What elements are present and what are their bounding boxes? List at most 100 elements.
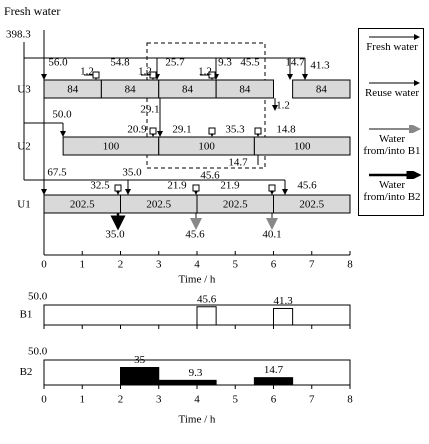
unit-label: U3: [17, 84, 31, 96]
legend-label: Reuse water: [364, 87, 420, 99]
task-label: 84: [316, 84, 328, 96]
bar-label: 45.6: [197, 293, 217, 305]
flow-label: 32.5: [90, 180, 110, 192]
flow-label: 50.0: [52, 109, 72, 121]
task-label: 202.5: [146, 199, 171, 211]
task-bar: [215, 79, 274, 99]
tank-bar: [120, 367, 160, 386]
tick-label: 2: [118, 259, 124, 271]
flow-label: 45.5: [240, 57, 260, 69]
junction: [254, 127, 262, 135]
flow-label: 21.9: [220, 180, 240, 192]
y-tick-label: 50.0: [28, 346, 48, 358]
legend: Fresh water Reuse water Water from/into B1…: [358, 28, 424, 216]
tick-label: 3: [156, 394, 162, 406]
junction: [268, 184, 276, 192]
legend-symbol: [369, 80, 420, 86]
task-bar: [292, 79, 351, 99]
tick-label: 2: [118, 394, 124, 406]
junction: [114, 184, 122, 192]
junction: [149, 71, 157, 79]
legend-symbol: [369, 34, 420, 40]
flow-label: 67.5: [47, 167, 67, 179]
flow-label: 21.9: [167, 180, 187, 192]
flow-label: 1.2: [138, 66, 152, 78]
flow-label: 35.0: [105, 229, 125, 241]
bar-label: 35: [134, 354, 146, 366]
task-label: 202.5: [70, 199, 95, 211]
tank-bar: [158, 379, 217, 386]
flow-label: 1.2: [198, 66, 212, 78]
task-label: 84: [67, 84, 79, 96]
flow-label: 1.2: [80, 66, 94, 78]
task-label: 202.5: [299, 199, 324, 211]
title: Fresh water: [4, 4, 60, 18]
tick-label: 3: [156, 259, 162, 271]
tank-label: B1: [20, 309, 33, 321]
bar-label: 41.3: [273, 295, 293, 307]
flow-label: 14.8: [276, 124, 296, 136]
task-label: 202.5: [223, 199, 248, 211]
flow-label: 29.1: [172, 124, 191, 136]
tick-label: 5: [233, 394, 239, 406]
highlight-box: [146, 42, 266, 169]
tick-label: 5: [233, 259, 239, 271]
tick-label: 1: [80, 394, 86, 406]
flow-label: 35.0: [122, 167, 142, 179]
legend-label: Water from/into B1: [363, 133, 421, 157]
unit-label: U1: [17, 199, 30, 211]
tank-bar: [253, 377, 294, 386]
tick-label: 0: [41, 394, 47, 406]
junction: [149, 127, 157, 135]
flow-label: 14.7: [285, 57, 305, 69]
unit-label: U2: [17, 141, 30, 153]
task-label: 84: [239, 84, 251, 96]
flow-label: 45.6: [297, 180, 317, 192]
junction: [192, 184, 200, 192]
flow-label: 9.3: [218, 57, 232, 69]
tick-label: 7: [309, 259, 315, 271]
flow-label: 54.8: [110, 57, 130, 69]
legend-symbol: [369, 125, 421, 133]
task-bar: [273, 194, 351, 214]
tick-label: 8: [347, 259, 353, 271]
y-tick-label: 50.0: [28, 291, 48, 303]
flow-label: 29.1: [140, 104, 159, 116]
flow-label: 20.9: [127, 124, 147, 136]
task-label: 100: [103, 141, 120, 153]
legend-label: Fresh water: [366, 41, 418, 53]
tick-label: 7: [309, 394, 315, 406]
tick-label: 4: [194, 259, 200, 271]
tick-label: 6: [271, 259, 277, 271]
flow-label: 45.6: [200, 170, 220, 182]
fresh-total: 398.3: [6, 29, 31, 41]
task-label: 100: [198, 141, 215, 153]
tick-label: 0: [41, 259, 47, 271]
flow-label: 25.7: [165, 57, 185, 69]
junction: [208, 127, 216, 135]
task-label: 100: [294, 141, 311, 153]
tank-bar: [196, 306, 217, 326]
junction: [92, 71, 100, 79]
axis-label: Time / h: [179, 274, 216, 286]
bar-label: 9.3: [189, 367, 203, 379]
tank-bar: [273, 307, 294, 326]
junction: [208, 71, 216, 79]
tick-label: 4: [194, 394, 200, 406]
legend-symbol: [369, 171, 422, 179]
flow-label: 41.3: [310, 60, 330, 72]
flow-label: 35.3: [225, 124, 245, 136]
tick-label: 1: [80, 259, 86, 271]
tick-label: 6: [271, 394, 277, 406]
tank-label: B2: [20, 366, 33, 378]
axis-label: Time / h: [179, 414, 216, 426]
flow-label: 40.1: [262, 229, 281, 241]
flow-label: 45.6: [185, 229, 205, 241]
bar-label: 14.7: [264, 364, 284, 376]
task-label: 84: [125, 84, 137, 96]
task-bar: [253, 136, 351, 156]
legend-label: Water from/into B2: [363, 179, 421, 203]
task-label: 84: [182, 84, 194, 96]
